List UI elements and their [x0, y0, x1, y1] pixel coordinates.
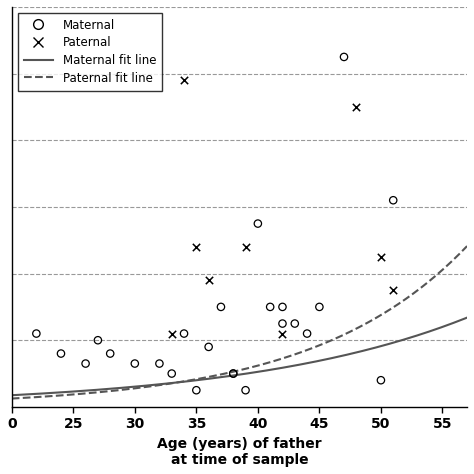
Point — [316, 303, 323, 310]
Point — [229, 370, 237, 377]
Point — [180, 330, 188, 337]
Point — [57, 350, 65, 357]
Point — [353, 103, 360, 111]
Point — [205, 343, 212, 351]
Point — [82, 360, 90, 367]
Point — [180, 76, 188, 84]
Point — [377, 376, 385, 384]
Point — [303, 330, 311, 337]
X-axis label: Age (years) of father
at time of sample: Age (years) of father at time of sample — [157, 437, 322, 467]
Point — [340, 53, 348, 61]
Point — [131, 360, 138, 367]
Point — [217, 303, 225, 310]
Point — [168, 370, 175, 377]
Point — [229, 370, 237, 377]
Point — [377, 253, 385, 261]
Point — [33, 330, 40, 337]
Point — [192, 386, 200, 394]
Legend: Maternal, Paternal, Maternal fit line, Paternal fit line: Maternal, Paternal, Maternal fit line, P… — [18, 13, 162, 91]
Point — [254, 220, 262, 228]
Point — [168, 330, 175, 337]
Point — [192, 243, 200, 251]
Point — [155, 360, 163, 367]
Point — [266, 303, 274, 310]
Point — [279, 330, 286, 337]
Point — [279, 320, 286, 328]
Point — [205, 276, 212, 284]
Point — [242, 243, 249, 251]
Point — [106, 350, 114, 357]
Point — [279, 303, 286, 310]
Point — [242, 386, 249, 394]
Point — [390, 196, 397, 204]
Point — [390, 286, 397, 294]
Point — [94, 337, 102, 344]
Point — [291, 320, 299, 328]
